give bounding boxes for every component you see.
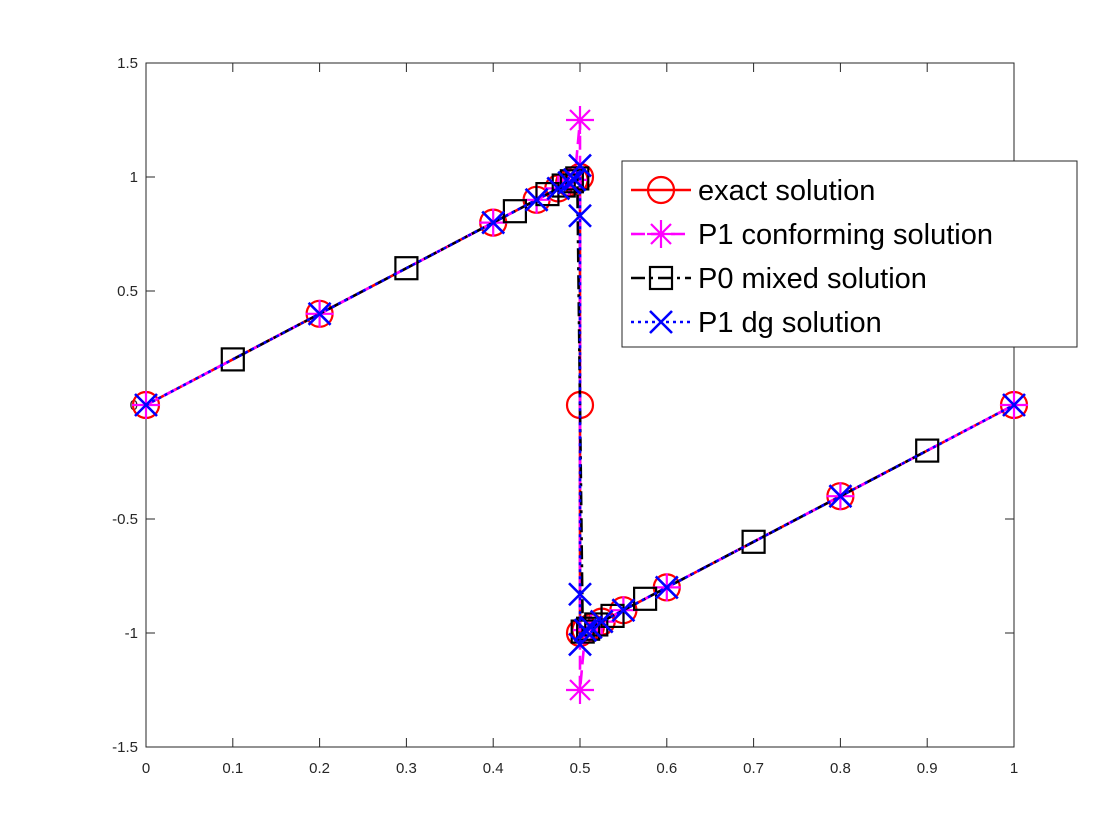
data-point: [568, 153, 592, 178]
data-point: [828, 484, 853, 509]
data-point: [600, 603, 625, 629]
legend: exact solution P1 conforming solution P0 m…: [621, 160, 1078, 348]
y-tick-label: -1.5: [112, 739, 138, 756]
x-tick-label: 0.1: [222, 760, 243, 777]
x-tick-label: 0.7: [743, 760, 764, 777]
legend-item: exact solution: [631, 175, 875, 207]
series-4: [134, 153, 1026, 657]
data-point: [611, 598, 636, 623]
legend-marker: [648, 265, 674, 291]
data-point: [562, 167, 587, 192]
legend-item: P1 dg solution: [631, 307, 882, 339]
data-point: [568, 203, 592, 228]
legend-label: P1 conforming solution: [698, 219, 993, 251]
plot-area: 0 0.1 0.2 0.3 0.4 0.5 0.6 0.7 0.8 0.9 1 -1.5 -1 -0.5 0…: [112, 55, 1078, 777]
x-tick-label: 0: [142, 760, 150, 777]
legend-box: [621, 160, 1078, 348]
legend-marker: [646, 175, 676, 205]
legend-marker: [649, 310, 673, 334]
y-tick-label: -1: [125, 625, 138, 642]
data-point: [568, 582, 592, 607]
x-tick-label: 0.8: [830, 760, 851, 777]
legend-marker: [647, 220, 675, 248]
x-tick-label: 0.2: [309, 760, 330, 777]
data-point: [578, 615, 603, 640]
data-point: [535, 182, 560, 207]
data-point: [559, 169, 584, 194]
data-point: [546, 176, 571, 201]
data-point: [134, 393, 158, 417]
x-tick-label: 0.5: [570, 760, 591, 777]
data-point: [502, 199, 527, 224]
y-tick-label: 0.5: [117, 283, 138, 300]
data-point: [524, 187, 549, 212]
data-point: [220, 347, 245, 372]
data-point: [307, 301, 332, 326]
data-point: [632, 586, 658, 611]
data-point: [1002, 393, 1026, 417]
data-point: [566, 106, 594, 134]
data-point: [557, 170, 582, 195]
data-point: [915, 438, 940, 463]
y-tick-label: -0.5: [112, 511, 138, 528]
series-line: [145, 165, 1015, 645]
data-point: [394, 256, 419, 281]
x-tick-label: 0.6: [656, 760, 677, 777]
x-tick-label: 0.3: [396, 760, 417, 777]
data-point: [566, 676, 594, 704]
legend-label: P1 dg solution: [698, 307, 882, 339]
y-tick-label: 1.5: [117, 55, 138, 72]
data-point: [551, 173, 576, 198]
data-point: [589, 609, 614, 634]
data-point: [654, 575, 679, 600]
legend-label: exact solution: [698, 175, 875, 207]
x-tick-label: 0.4: [483, 760, 504, 777]
x-tick-label: 0.9: [917, 760, 938, 777]
data-point: [481, 210, 506, 235]
y-tick-label: 1: [130, 169, 138, 186]
data-point: [584, 612, 609, 637]
legend-item: P1 conforming solution: [631, 219, 993, 251]
legend-label: P0 mixed solution: [698, 263, 927, 295]
data-point: [573, 618, 598, 643]
legend-item: P0 mixed solution: [631, 263, 927, 295]
data-point: [576, 616, 601, 641]
x-tick-label: 1: [1010, 760, 1018, 777]
data-point: [741, 529, 766, 554]
data-point: [568, 632, 592, 657]
